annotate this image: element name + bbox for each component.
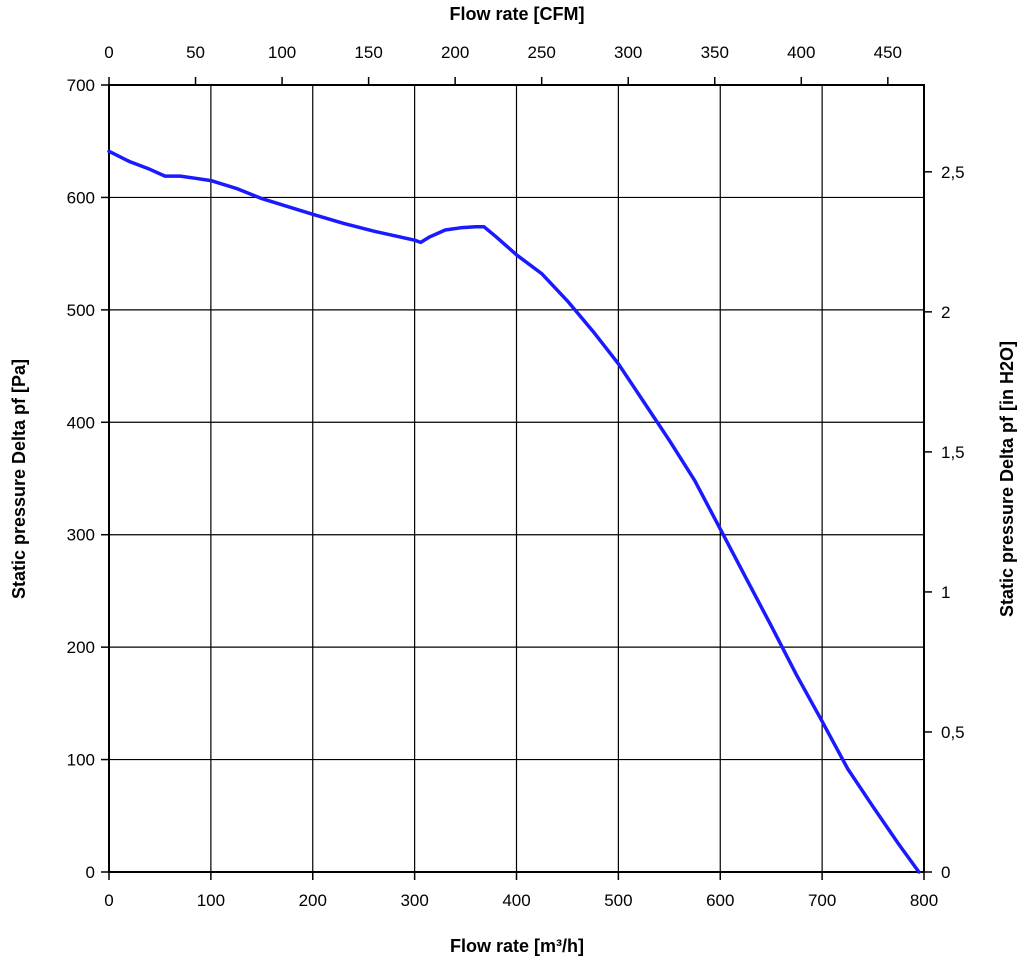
x2-tick-label: 450 bbox=[874, 43, 902, 62]
tick-marks bbox=[101, 77, 932, 880]
y2-tick-label: 1,5 bbox=[941, 443, 965, 462]
y2-tick-labels: 0 0,5 1 1,5 2 2,5 bbox=[941, 163, 965, 882]
y-tick-label: 300 bbox=[67, 526, 95, 545]
x-tick-labels: 0 100 200 300 400 500 600 700 800 bbox=[104, 891, 938, 910]
x2-tick-label: 300 bbox=[614, 43, 642, 62]
y-tick-label: 100 bbox=[67, 751, 95, 770]
x-tick-label: 800 bbox=[910, 891, 938, 910]
x-tick-label: 100 bbox=[197, 891, 225, 910]
x-tick-label: 400 bbox=[502, 891, 530, 910]
x-tick-label: 300 bbox=[400, 891, 428, 910]
x2-tick-label: 100 bbox=[268, 43, 296, 62]
y-tick-label: 0 bbox=[86, 863, 95, 882]
x2-tick-label: 350 bbox=[701, 43, 729, 62]
pressure-curve-line bbox=[107, 149, 921, 874]
x2-tick-label: 50 bbox=[186, 43, 205, 62]
y2-tick-label: 0 bbox=[941, 863, 950, 882]
y2-axis-title: Static pressure Delta pf [in H2O] bbox=[997, 341, 1017, 617]
x-tick-label: 500 bbox=[604, 891, 632, 910]
y-tick-label: 400 bbox=[67, 413, 95, 432]
y-tick-label: 500 bbox=[67, 301, 95, 320]
x2-tick-label: 150 bbox=[354, 43, 382, 62]
x-tick-label: 200 bbox=[299, 891, 327, 910]
x-tick-label: 0 bbox=[104, 891, 113, 910]
grid-lines bbox=[108, 84, 925, 873]
x-tick-label: 600 bbox=[706, 891, 734, 910]
y2-tick-label: 1 bbox=[941, 583, 950, 602]
x2-tick-labels: 0 50 100 150 200 250 300 350 400 450 bbox=[104, 43, 902, 62]
x-tick-label: 700 bbox=[808, 891, 836, 910]
y-tick-labels: 0 100 200 300 400 500 600 700 bbox=[67, 76, 95, 882]
x2-tick-label: 250 bbox=[527, 43, 555, 62]
y2-tick-label: 2,5 bbox=[941, 163, 965, 182]
x2-tick-label: 200 bbox=[441, 43, 469, 62]
y-tick-label: 200 bbox=[67, 638, 95, 657]
y-axis-title: Static pressure Delta pf [Pa] bbox=[9, 359, 29, 599]
y-tick-label: 700 bbox=[67, 76, 95, 95]
y2-tick-label: 0,5 bbox=[941, 723, 965, 742]
y2-tick-label: 2 bbox=[941, 303, 950, 322]
x2-tick-label: 400 bbox=[787, 43, 815, 62]
x2-axis-title: Flow rate [CFM] bbox=[450, 4, 585, 24]
x2-tick-label: 0 bbox=[104, 43, 113, 62]
x-axis-title: Flow rate [m³/h] bbox=[450, 936, 584, 956]
y-tick-label: 600 bbox=[67, 188, 95, 207]
